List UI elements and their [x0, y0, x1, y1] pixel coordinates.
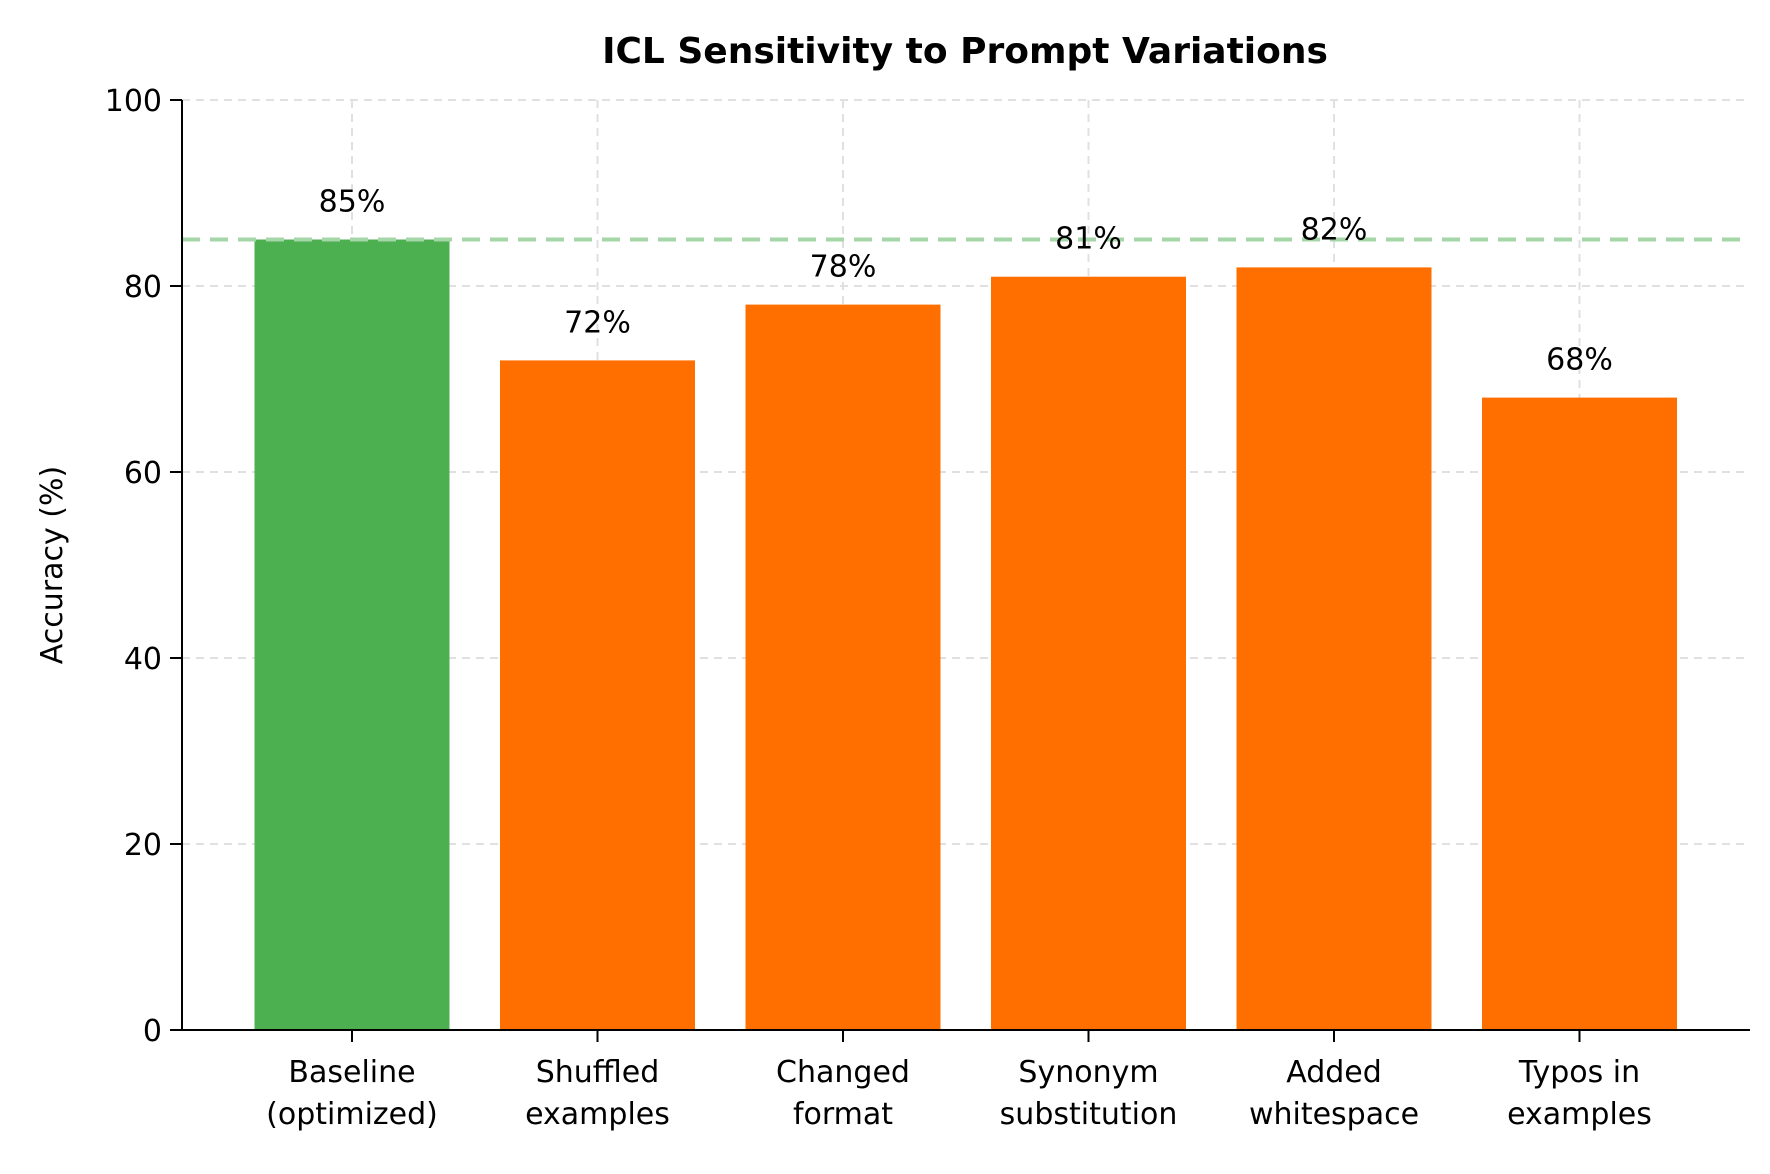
chart-title: ICL Sensitivity to Prompt Variations: [602, 31, 1328, 72]
x-tick-label: Typos in: [1518, 1055, 1640, 1090]
data-label: 72%: [564, 305, 631, 340]
y-tick-label: 60: [124, 456, 162, 491]
bar: [991, 276, 1186, 1030]
bar: [745, 304, 941, 1031]
y-tick-label: 80: [124, 270, 162, 305]
y-tick-label: 0: [143, 1014, 162, 1049]
data-label: 68%: [1546, 343, 1613, 378]
x-tick-label: format: [793, 1097, 893, 1132]
x-tick-label: Baseline: [288, 1055, 415, 1090]
x-tick-label: examples: [525, 1097, 670, 1132]
bar: [500, 360, 695, 1030]
data-label: 82%: [1301, 212, 1368, 247]
y-tick-label: 100: [105, 84, 162, 119]
y-tick-label: 20: [124, 828, 162, 863]
bar: [1482, 397, 1677, 1031]
x-tick-label: whitespace: [1249, 1097, 1419, 1132]
x-tick-label: Changed: [776, 1055, 910, 1090]
data-label: 78%: [810, 250, 877, 285]
x-tick-label: Synonym: [1018, 1055, 1158, 1090]
bar: [1236, 267, 1432, 1030]
y-axis-label: Accuracy (%): [35, 466, 70, 664]
x-tick-label: substitution: [1000, 1097, 1178, 1132]
x-tick-label: examples: [1507, 1097, 1652, 1132]
y-tick-label: 40: [124, 642, 162, 677]
bar: [254, 239, 450, 1030]
data-label: 85%: [319, 185, 386, 220]
x-tick-label: Added: [1286, 1055, 1382, 1090]
data-label: 81%: [1055, 222, 1122, 257]
x-tick-label: Shuffled: [536, 1055, 660, 1090]
x-tick-label: (optimized): [266, 1097, 438, 1132]
